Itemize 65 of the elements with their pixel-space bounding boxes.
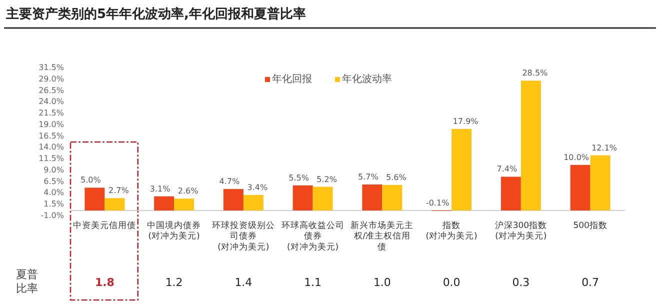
y-tick-label: 31.5% (38, 63, 64, 72)
y-tick-label: 1.5% (44, 200, 64, 209)
x-tick-label: 500指数 (573, 220, 608, 231)
y-tick-label: 6.5% (44, 176, 64, 186)
y-tick-label: 14.0% (38, 142, 64, 152)
y-tick-label: 21.5% (38, 108, 64, 118)
text: 0.7 (582, 276, 600, 289)
bar (223, 189, 244, 210)
bar (312, 186, 333, 210)
data-label: 5.2% (316, 174, 338, 184)
bar (362, 184, 382, 210)
text: 0.0 (442, 276, 460, 289)
bar (292, 185, 313, 210)
x-tick-label: 环球投资级别公司债券(对冲为美元) (212, 220, 275, 252)
x-tick-label: 环球高收益公司债券(对冲为美元) (281, 220, 344, 252)
data-label: 2.6% (178, 186, 199, 196)
text: 1.0 (373, 276, 391, 289)
x-tick-label: 指数(对冲为美元) (426, 220, 478, 242)
data-label: 5.5% (288, 173, 310, 182)
bar (154, 196, 174, 210)
bar (590, 155, 610, 210)
data-label: 28.5% (522, 68, 548, 78)
y-tick-label: 29.0% (38, 74, 64, 84)
data-label: 3.1% (150, 184, 171, 194)
bar (104, 198, 125, 210)
data-label: 5.7% (358, 172, 379, 182)
y-tick-label: 11.5% (38, 154, 64, 164)
data-label: 5.6% (386, 172, 407, 182)
bar (174, 198, 194, 210)
data-label: 5.0% (80, 176, 102, 185)
data-label: 17.9% (452, 116, 479, 126)
x-tick-label: 中资美元信用债 (73, 220, 136, 231)
data-label: 4.7% (219, 177, 240, 186)
bar (243, 194, 264, 210)
bar (382, 184, 402, 210)
data-label: 12.1% (592, 143, 618, 152)
bar (500, 176, 521, 210)
data-label: 7.4% (496, 164, 518, 174)
text: 1.1 (304, 276, 322, 289)
legend-label: 年化回报 (272, 73, 312, 85)
y-tick-label: 24.0% (38, 97, 64, 106)
data-label: -0.1% (426, 198, 450, 208)
legend-label: 年化波动率 (342, 73, 392, 85)
y-tick-label: 26.5% (38, 86, 64, 95)
x-tick-label: 沪深300指数(对冲为美元) (494, 220, 548, 242)
data-label: 10.0% (564, 152, 590, 162)
bar (452, 128, 472, 210)
y-tick-label: 19.0% (38, 120, 64, 129)
y-tick-label: 4.0% (44, 188, 64, 198)
text: 1.2 (165, 276, 183, 289)
x-tick-label: 中国境内债券(对冲为美元) (147, 220, 202, 242)
text: 夏普比率 (16, 268, 38, 295)
text: 0.3 (512, 276, 530, 289)
bar (84, 188, 105, 210)
x-tick-label: 新兴市场美元主权/准主权信用债 (350, 220, 414, 252)
y-tick-label: 16.5% (38, 131, 64, 140)
data-label: 2.7% (108, 186, 130, 196)
text: 1.4 (234, 276, 252, 289)
data-label: 3.4% (247, 182, 268, 192)
text: 1.8 (94, 276, 114, 289)
chart-title: 主要资产类别的5年年化波动率,年化回报和夏普比率 (5, 6, 306, 22)
y-tick-label: -1.0% (40, 211, 64, 220)
y-tick-label: 9.0% (44, 165, 64, 174)
bar (520, 80, 541, 210)
bar (570, 164, 590, 210)
